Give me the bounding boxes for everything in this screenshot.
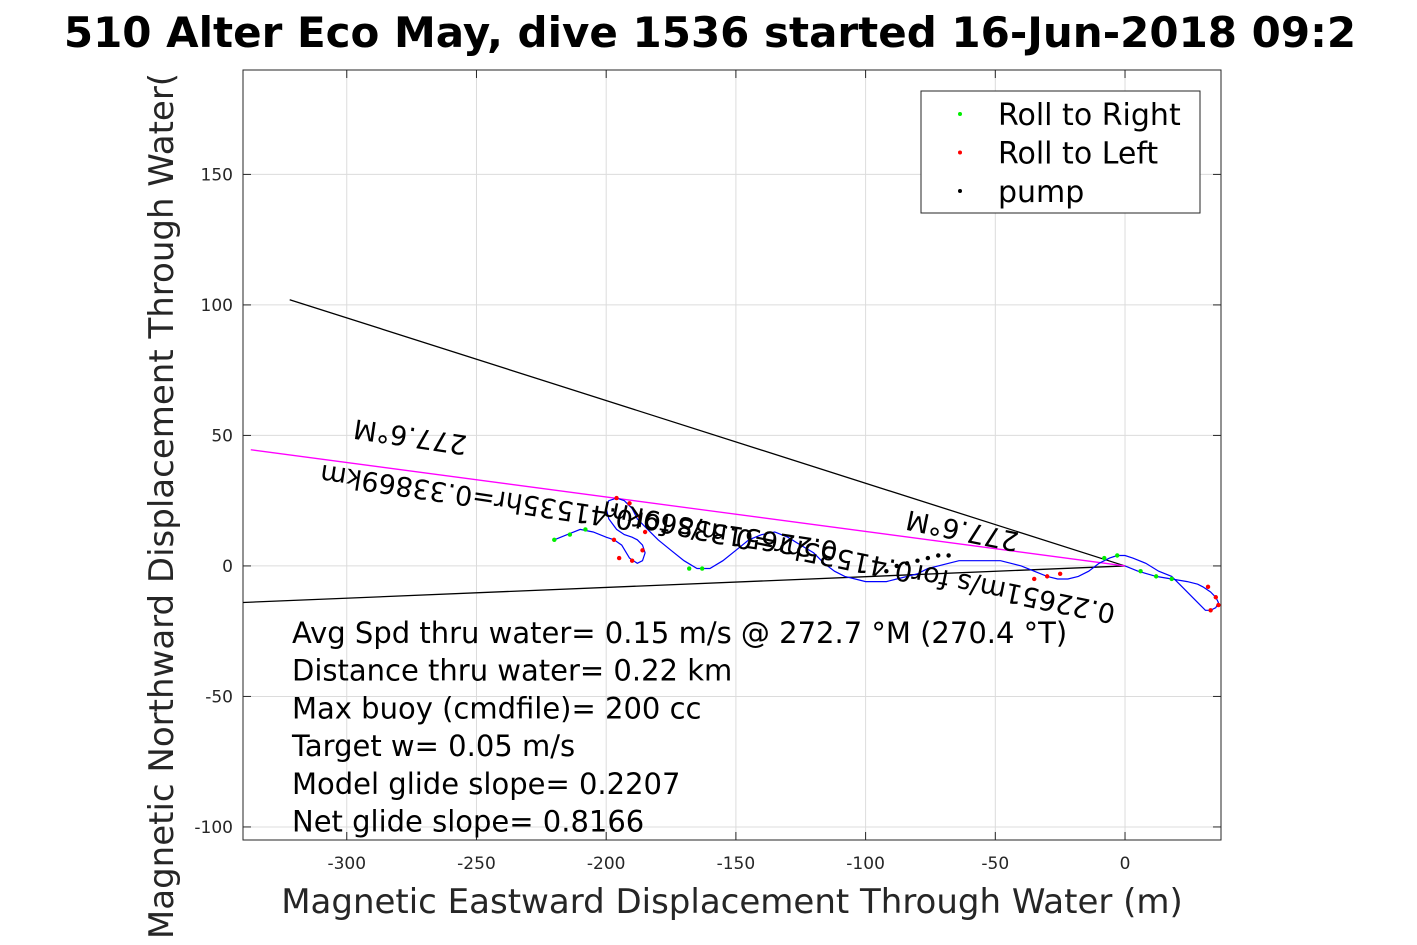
roll-to-right-marker	[686, 566, 692, 571]
legend-box	[920, 90, 1201, 214]
legend-label: Roll to Right	[998, 98, 1181, 133]
roll-to-left-marker	[637, 514, 643, 519]
track-annotation: 277.6°M	[352, 412, 469, 460]
roll-to-right-marker	[1169, 576, 1174, 582]
heading-line	[289, 299, 1126, 567]
heading-lines	[243, 299, 1126, 604]
axis-ticks: -300 -250 -200 -150 -100 -50 0 -100 -50 0 50 100 150	[194, 70, 1221, 874]
x-axis-label: Magnetic Eastward Displacement Through W…	[281, 882, 1183, 922]
heading-line	[250, 449, 1126, 567]
pump-marker	[915, 558, 920, 563]
roll-markers	[552, 495, 1221, 613]
legend-label: Roll to Left	[998, 137, 1158, 172]
x-tick-label: -50	[981, 854, 1009, 874]
stats-block: Avg Spd thru water= 0.15 m/s @ 272.7 °M …	[291, 616, 1067, 839]
x-tick-label: -150	[717, 854, 756, 874]
stat-line: Model glide slope= 0.2207	[292, 767, 680, 801]
legend-label: pump	[998, 175, 1084, 210]
roll-to-left-marker	[611, 537, 617, 543]
track-annotation: 277.6°M	[903, 503, 1021, 556]
chart-title: 510 Alter Eco May, dive 1536 started 16-…	[64, 8, 1356, 57]
roll-to-right-marker	[552, 537, 557, 543]
roll-to-left-marker	[629, 558, 635, 563]
x-tick-label: -100	[846, 854, 885, 874]
y-axis-label: Magnetic Northward Displacement Through …	[142, 73, 182, 939]
pump-marker	[884, 568, 889, 574]
heading-line	[243, 565, 1126, 604]
roll-to-right-marker	[1115, 553, 1120, 558]
x-tick-label: -250	[457, 854, 496, 874]
roll-to-right-marker	[1138, 568, 1143, 574]
roll-to-left-marker	[1057, 571, 1063, 576]
legend-marker	[958, 189, 962, 193]
legend-marker	[958, 112, 962, 116]
y-tick-label: 100	[201, 296, 233, 316]
roll-to-right-marker	[567, 532, 573, 537]
roll-to-right-marker	[583, 527, 588, 532]
x-tick-label: 0	[1120, 854, 1131, 874]
stat-line: Distance thru water= 0.22 km	[292, 654, 732, 688]
pump-marker	[946, 553, 951, 558]
roll-to-left-marker	[1208, 608, 1213, 613]
x-tick-label: -300	[327, 854, 366, 874]
y-tick-label: 150	[201, 165, 233, 185]
roll-to-right-marker	[1102, 555, 1107, 561]
y-tick-label: -100	[194, 818, 233, 838]
y-tick-label: -50	[205, 687, 233, 707]
track-annotation: 0.22651m/s for0.41535hr=0.33869km	[599, 494, 1118, 629]
pump-marker	[925, 555, 931, 561]
pump-marker	[894, 563, 899, 569]
y-tick-label: 0	[222, 557, 233, 577]
stat-line: Net glide slope= 0.8166	[292, 805, 644, 839]
roll-to-left-marker	[614, 495, 619, 501]
roll-to-right-marker	[699, 566, 705, 571]
legend-marker	[958, 150, 962, 155]
roll-to-left-marker	[1213, 595, 1219, 600]
roll-to-left-marker	[1044, 574, 1050, 579]
axes-frame	[242, 69, 1222, 841]
stat-line: Avg Spd thru water= 0.15 m/s @ 272.7 °M …	[292, 616, 1067, 650]
x-tick-label: -200	[587, 854, 626, 874]
pump-marker	[904, 561, 910, 566]
stat-line: Max buoy (cmdfile)= 200 cc	[292, 691, 701, 725]
roll-to-left-marker	[1205, 584, 1211, 590]
y-tick-label: 50	[211, 426, 233, 446]
track-line	[554, 497, 1220, 611]
roll-to-left-marker	[642, 529, 648, 535]
roll-to-left-marker	[616, 555, 622, 561]
roll-to-right-marker	[1153, 574, 1159, 579]
pump-marker	[936, 553, 941, 558]
roll-to-left-marker	[1216, 602, 1221, 608]
stat-line: Target w= 0.05 m/s	[291, 729, 575, 763]
dive-track	[554, 497, 1220, 611]
roll-to-left-marker	[627, 501, 632, 506]
track-annotations: 277.6°M0.22651m/s for0.41535hr=0.33869km…	[318, 412, 1118, 628]
roll-to-left-marker	[1032, 576, 1037, 582]
roll-to-left-marker	[640, 548, 645, 553]
